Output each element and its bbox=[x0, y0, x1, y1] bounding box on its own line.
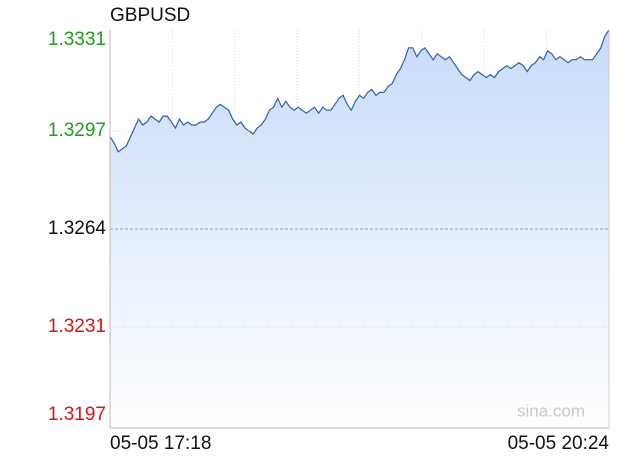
y-tick-label: 1.3297 bbox=[48, 120, 106, 141]
y-tick-label: 1.3197 bbox=[48, 404, 106, 425]
chart-title: GBPUSD bbox=[110, 5, 190, 26]
x-tick-label: 05-05 20:24 bbox=[508, 433, 610, 454]
y-tick-label: 1.3231 bbox=[48, 316, 106, 337]
watermark: sina.com bbox=[517, 401, 585, 420]
price-line bbox=[109, 29, 610, 153]
y-tick-label: 1.3331 bbox=[48, 29, 106, 50]
x-tick-label: 05-05 17:18 bbox=[110, 433, 211, 454]
area-fill bbox=[110, 30, 609, 428]
y-tick-label: 1.3264 bbox=[48, 218, 107, 239]
